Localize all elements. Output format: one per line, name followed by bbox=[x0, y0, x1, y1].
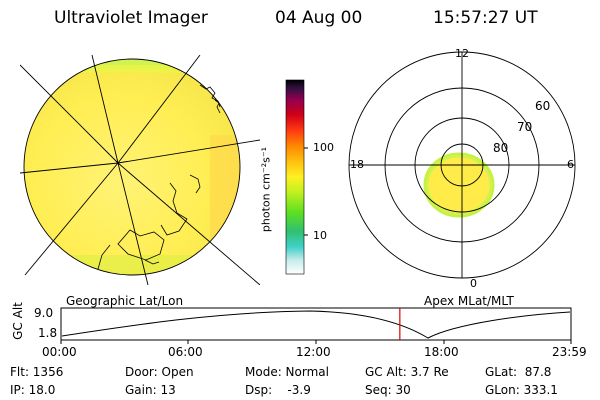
grid-lines bbox=[20, 55, 260, 285]
status-dsp: Dsp: -3.9 bbox=[245, 383, 311, 397]
geographic-globe-image bbox=[20, 55, 260, 285]
status-seq: Seq: 30 bbox=[365, 383, 411, 397]
timeline-y-axis-label: GC Alt bbox=[10, 302, 25, 340]
status-door: Door: Open bbox=[125, 365, 194, 379]
polar-mlt-plot: 12 18 6 0 60 70 80 bbox=[348, 47, 576, 290]
time-label: 15:57:27 UT bbox=[433, 8, 538, 28]
timeline-tick-1: 06:00 bbox=[168, 345, 203, 359]
timeline-tick-0: 00:00 bbox=[42, 345, 77, 359]
mlat-ring-70: 70 bbox=[517, 120, 532, 134]
altitude-timeline-plot bbox=[60, 307, 572, 344]
mlt-label-6: 6 bbox=[567, 158, 574, 171]
mlt-label-12: 12 bbox=[455, 47, 469, 60]
mlat-ring-60: 60 bbox=[535, 99, 550, 113]
timeline-y-bottom: 1.8 bbox=[38, 326, 58, 340]
mlt-label-18: 18 bbox=[350, 158, 364, 171]
timeline-tick-3: 18:00 bbox=[424, 345, 459, 359]
colorbar bbox=[285, 79, 308, 275]
status-gain: Gain: 13 bbox=[125, 383, 176, 397]
status-mode: Mode: Normal bbox=[245, 365, 329, 379]
mlt-label-0: 0 bbox=[470, 277, 477, 290]
apex-label: Apex MLat/MLT bbox=[424, 294, 514, 308]
instrument-title: Ultraviolet Imager bbox=[54, 8, 208, 28]
colorbar-tick-10: 10 bbox=[313, 229, 327, 242]
colorbar-tick-100: 100 bbox=[313, 141, 334, 154]
status-glon: GLon: 333.1 bbox=[485, 383, 558, 397]
timeline-tick-4: 23:59 bbox=[552, 345, 587, 359]
status-glat: GLat: 87.8 bbox=[485, 365, 552, 379]
date-label: 04 Aug 00 bbox=[275, 8, 363, 28]
colorbar-unit-label: photon cm⁻²s⁻¹ bbox=[259, 146, 273, 233]
status-flt: Flt: 1356 bbox=[10, 365, 64, 379]
mlat-ring-80: 80 bbox=[493, 141, 508, 155]
timeline-y-top: 9.0 bbox=[34, 306, 54, 320]
status-gc-alt: GC Alt: 3.7 Re bbox=[365, 365, 449, 379]
altitude-curve bbox=[61, 310, 571, 339]
timeline-tick-2: 12:00 bbox=[296, 345, 331, 359]
geographic-label: Geographic Lat/Lon bbox=[66, 294, 184, 308]
coastlines bbox=[97, 84, 221, 270]
status-ip: IP: 18.0 bbox=[10, 383, 56, 397]
